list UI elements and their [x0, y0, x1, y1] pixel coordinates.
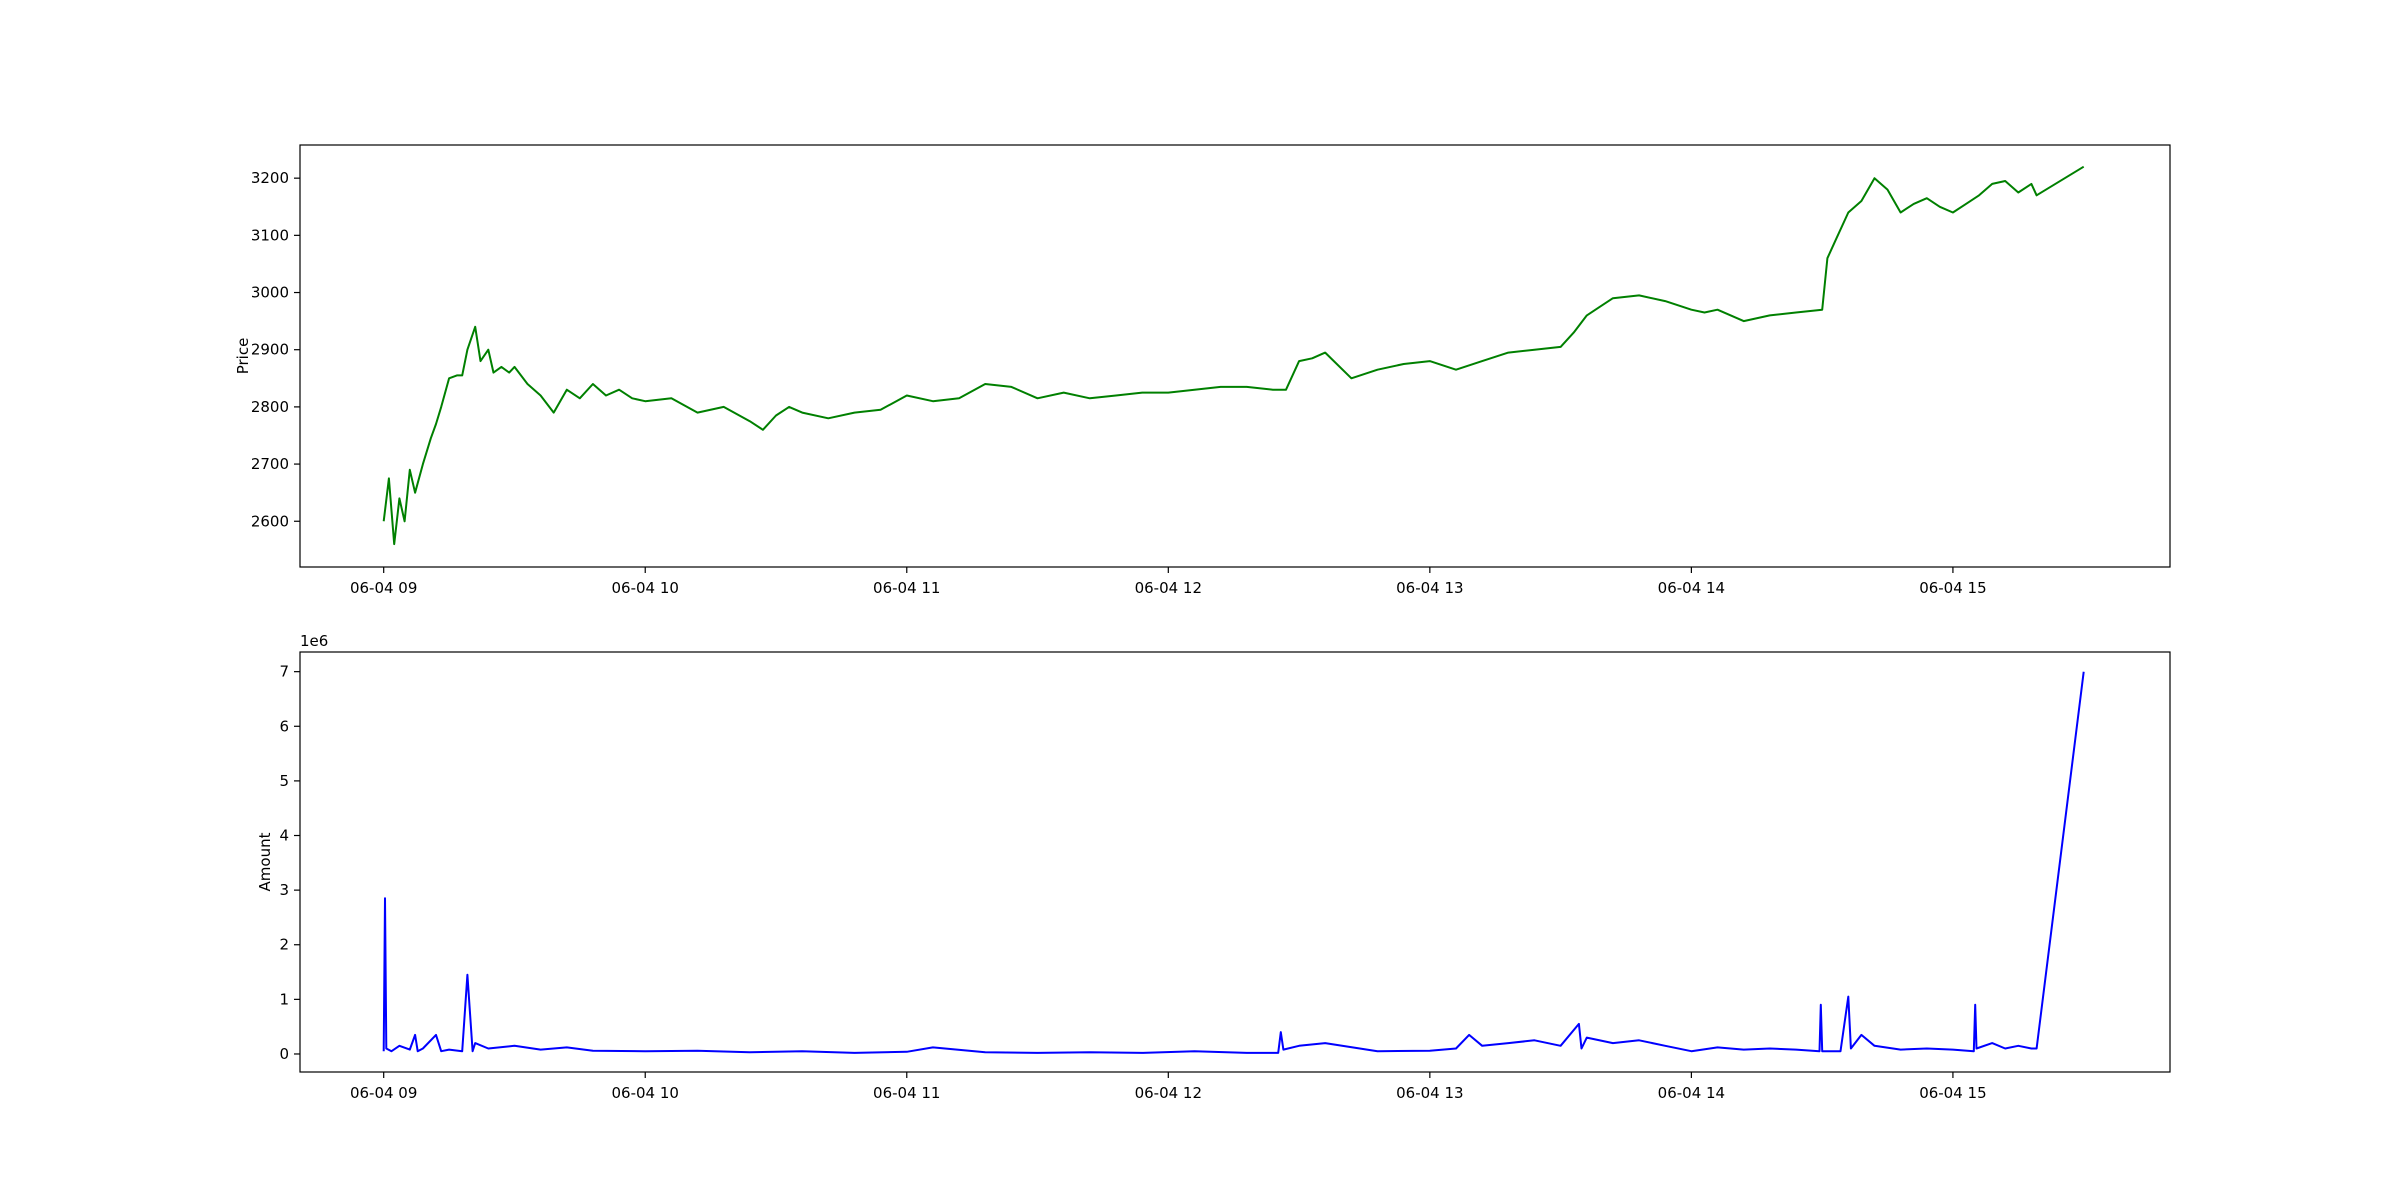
x-tick-label: 06-04 13	[1396, 579, 1463, 597]
y-axis-label: Amount	[256, 832, 274, 891]
y-tick-label: 2600	[251, 512, 289, 530]
x-tick-label: 06-04 14	[1658, 1084, 1725, 1102]
y-tick-label: 3	[279, 881, 289, 899]
amount-chart: 06-04 09 06-04 10 06-04 11 06-04 12 06-04 13…	[256, 632, 2171, 1102]
y-tick-label: 5	[279, 772, 289, 790]
y-axis-label: Price	[234, 338, 252, 375]
y-tick-label: 2	[279, 936, 289, 954]
y-exponent-label: 1e6	[300, 632, 328, 650]
x-tick-label: 06-04 12	[1135, 579, 1202, 597]
y-tick-label: 2700	[251, 455, 289, 473]
x-tick-label: 06-04 14	[1658, 579, 1725, 597]
x-tick-label: 06-04 10	[612, 1084, 679, 1102]
y-tick-label: 3200	[251, 169, 289, 187]
y-tick-label: 0	[279, 1045, 289, 1063]
y-tick-label: 3100	[251, 226, 289, 244]
y-tick-label: 7	[279, 663, 289, 681]
x-tick-label: 06-04 11	[873, 1084, 940, 1102]
y-tick-label: 2800	[251, 398, 289, 416]
y-tick-label: 2900	[251, 341, 289, 359]
y-tick-label: 3000	[251, 284, 289, 302]
y-tick-label: 6	[279, 717, 289, 735]
series-line-0	[382, 671, 2085, 1054]
series-line-0	[382, 165, 2085, 546]
x-tick-label: 06-04 09	[350, 579, 417, 597]
y-tick-label: 4	[279, 827, 289, 845]
x-tick-label: 06-04 13	[1396, 1084, 1463, 1102]
x-tick-label: 06-04 12	[1135, 1084, 1202, 1102]
x-tick-label: 06-04 09	[350, 1084, 417, 1102]
x-tick-label: 06-04 10	[612, 579, 679, 597]
x-tick-label: 06-04 15	[1919, 579, 1986, 597]
axes-frame	[299, 651, 2171, 1073]
axes-frame	[299, 144, 2171, 568]
price-chart: 06-04 09 06-04 10 06-04 11 06-04 12 06-04 13…	[234, 144, 2171, 597]
x-tick-label: 06-04 15	[1919, 1084, 1986, 1102]
x-tick-label: 06-04 11	[873, 579, 940, 597]
y-tick-label: 1	[279, 990, 289, 1008]
